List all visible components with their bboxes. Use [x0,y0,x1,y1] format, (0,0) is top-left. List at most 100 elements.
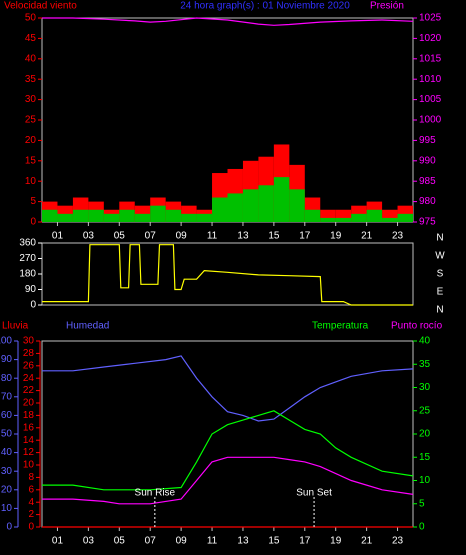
annotation: Sun Set [296,488,332,499]
tick-label: 24 [23,373,35,384]
x-tick-label: 15 [268,536,280,547]
bar [242,189,259,222]
bar [320,217,336,222]
series-line [42,244,413,306]
tick-label: 40 [1,447,13,458]
tick-label: 5 [30,196,36,207]
x-tick-label: 23 [392,231,404,242]
tick-label: 990 [419,155,436,166]
tick-label: 16 [23,422,35,433]
tick-label: 0 [419,522,425,533]
tick-label: 14 [23,435,35,446]
tick-label: 90 [25,284,37,295]
tick-label: 15 [25,155,37,166]
tick-label: 35 [25,74,37,85]
x-tick-label: 03 [83,536,95,547]
x-tick-label: 03 [83,231,95,242]
bar [258,185,274,222]
series-line [42,410,414,491]
tick-label: 180 [19,269,36,280]
tick-label: 20 [419,429,431,440]
tick-label: 60 [1,410,13,421]
tick-label: 20 [25,135,37,146]
tick-label: 25 [25,115,37,126]
tick-label: 26 [23,360,35,371]
tick-label: 90 [1,354,13,365]
tick-label: 40 [25,53,37,64]
bar [382,217,398,222]
tick-label: 25 [419,405,431,416]
bar [57,213,73,222]
x-tick-label: 07 [145,231,157,242]
bar [289,189,305,222]
bar [397,213,413,222]
tick-label: 1000 [419,115,442,126]
tick-label: 0 [30,300,36,311]
tick-label: 1005 [419,94,442,105]
tick-label: 20 [1,484,13,495]
tick-label: 50 [25,13,37,24]
bar [304,209,321,222]
tick-label: 8 [28,472,34,483]
x-tick-label: 17 [299,231,311,242]
tick-label: 270 [19,253,36,264]
x-tick-label: 13 [237,231,249,242]
tick-label: 30 [1,466,13,477]
tick-label: 30 [23,336,35,347]
x-tick-label: 01 [52,231,64,242]
rain-label: Lluvia [2,321,29,332]
tick-label: 975 [419,217,436,228]
tick-label: 35 [419,359,431,370]
plot-frame [41,242,414,306]
bar [134,213,151,222]
y2-label: Presión [370,1,404,12]
tick-label: 4 [28,497,34,508]
x-tick-label: 21 [361,231,373,242]
tick-label: 40 [419,336,431,347]
x-tick-label: 19 [330,231,342,242]
bar [88,209,104,222]
x-tick-label: 17 [299,536,311,547]
tick-label: 30 [25,94,37,105]
tick-label: 1015 [419,53,442,64]
tick-label: 995 [419,135,436,146]
tick-label: 70 [1,391,13,402]
tick-label: 12 [23,447,35,458]
compass-label: N [436,305,443,316]
bar [351,213,367,222]
tick-label: 20 [23,398,35,409]
tick-label: 28 [23,348,35,359]
tick-label: 5 [419,498,425,509]
x-tick-label: 07 [145,536,157,547]
tick-label: 1020 [419,33,442,44]
bar [103,213,120,222]
tick-label: 1025 [419,13,442,24]
tick-label: 0 [6,522,12,533]
bar [335,217,352,222]
x-tick-label: 05 [114,231,126,242]
tick-label: 10 [25,176,37,187]
tick-label: 80 [1,373,13,384]
x-tick-label: 11 [207,536,218,547]
tick-label: 100 [0,336,12,347]
compass-label: S [437,269,444,280]
tick-label: 30 [419,382,431,393]
compass-label: N [436,233,443,244]
x-tick-label: 19 [330,536,342,547]
tick-label: 985 [419,176,436,187]
compass-label: W [435,251,445,262]
bar [72,209,89,222]
compass-label: E [437,287,444,298]
x-tick-label: 15 [268,231,280,242]
bar [366,209,383,222]
y-label: Velocidad viento [4,1,77,12]
tick-label: 10 [1,503,13,514]
tick-label: 50 [1,429,13,440]
x-tick-label: 05 [114,536,126,547]
bar [212,197,228,222]
bar [181,213,197,222]
bar [42,209,58,222]
dew-label: Punto rocío [391,321,443,332]
x-tick-label: 01 [52,536,64,547]
